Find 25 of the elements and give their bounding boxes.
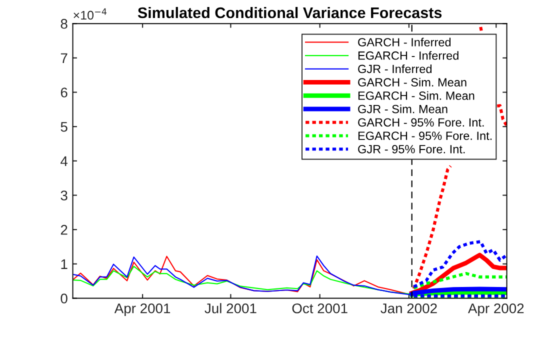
y-tick-label: 8	[60, 18, 68, 29]
x-tick-label: Apr 2001	[114, 303, 170, 316]
x-tick-label: Jul 2001	[204, 303, 256, 314]
legend-label: GARCH - Inferred	[358, 38, 451, 46]
legend-label: GJR - Sim. Mean	[358, 104, 448, 114]
y-tick-label: 2	[60, 224, 68, 235]
text: ×10$^{−4}$	[74, 8, 107, 20]
legend-label: GJR - 95% Fore. Int.	[358, 144, 465, 154]
legend-label: EGARCH - 95% Fore. Int.	[358, 132, 492, 140]
y-tick-label: 4	[60, 156, 68, 166]
x-tick-label: Apr 2002	[468, 303, 524, 316]
legend-label: EGARCH - Inferred	[358, 51, 458, 60]
y-tick-label: 6	[60, 88, 68, 98]
legend-label: GJR - Inferred	[358, 64, 432, 74]
legend-label: GARCH - 95% Fore. Int.	[358, 118, 484, 127]
y-tick-label: 3	[60, 190, 68, 200]
y-tick-label: 1	[61, 259, 68, 269]
x-tick-label: Jan 2002	[380, 303, 437, 314]
x-tick-label: Oct 2001	[292, 303, 348, 314]
legend-label: GARCH - Sim. Mean	[358, 78, 466, 87]
legend-label: EGARCH - Sim. Mean	[358, 91, 474, 100]
y-tick-label: 7	[60, 53, 68, 63]
y-tick-label: 0	[60, 294, 68, 304]
chart-title: Simulated Conditional Variance Forecasts	[138, 6, 442, 18]
y-tick-label: 5	[60, 122, 68, 132]
